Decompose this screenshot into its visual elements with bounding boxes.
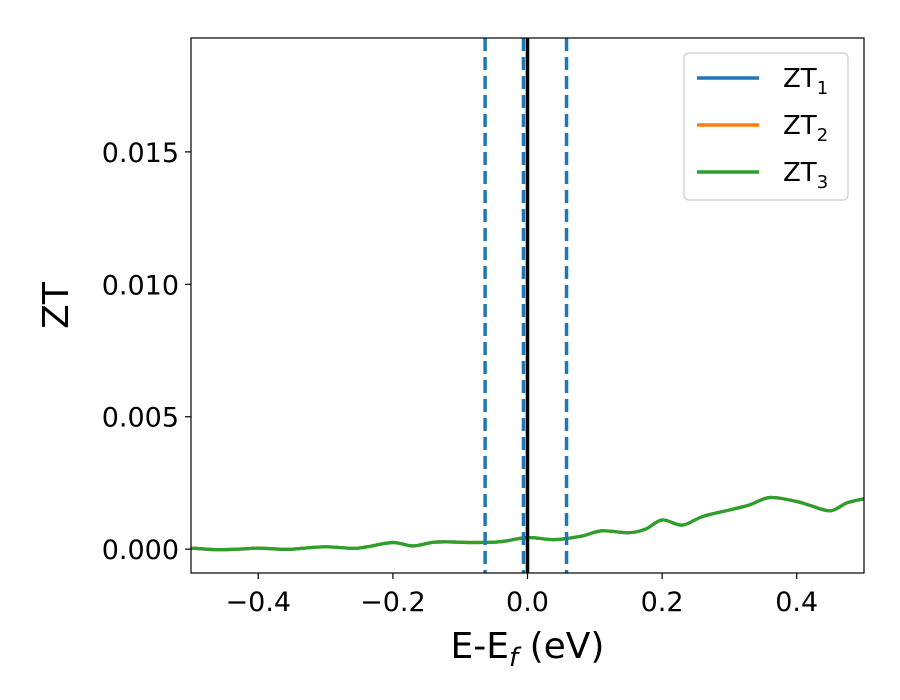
legend: ZT1 ZT2 ZT3 xyxy=(683,52,849,201)
axis-ticks: −0.4 −0.2 0.0 0.2 0.4 0.000 0.005 0.010 0.015 xyxy=(102,138,818,618)
legend-label-2: ZT2 xyxy=(783,111,828,146)
series-line-3 xyxy=(191,495,864,552)
x-tick-label: 0.4 xyxy=(775,587,818,618)
y-axis-label: ZT xyxy=(36,281,77,329)
y-tick-label: 0.000 xyxy=(102,535,179,566)
legend-label-3: ZT3 xyxy=(783,158,828,193)
x-tick-label: 0.2 xyxy=(641,587,684,618)
x-tick-label: −0.2 xyxy=(360,587,426,618)
legend-label-1: ZT1 xyxy=(783,64,828,99)
x-tick-label: 0.0 xyxy=(506,587,549,618)
y-tick-label: 0.010 xyxy=(102,270,179,301)
x-axis-label: E-Ef (eV) xyxy=(451,626,605,673)
legend-box xyxy=(683,52,849,201)
y-tick-label: 0.005 xyxy=(102,403,179,434)
plot-area xyxy=(191,38,864,573)
x-tick-label: −0.4 xyxy=(226,587,292,618)
y-tick-label: 0.015 xyxy=(102,138,179,169)
